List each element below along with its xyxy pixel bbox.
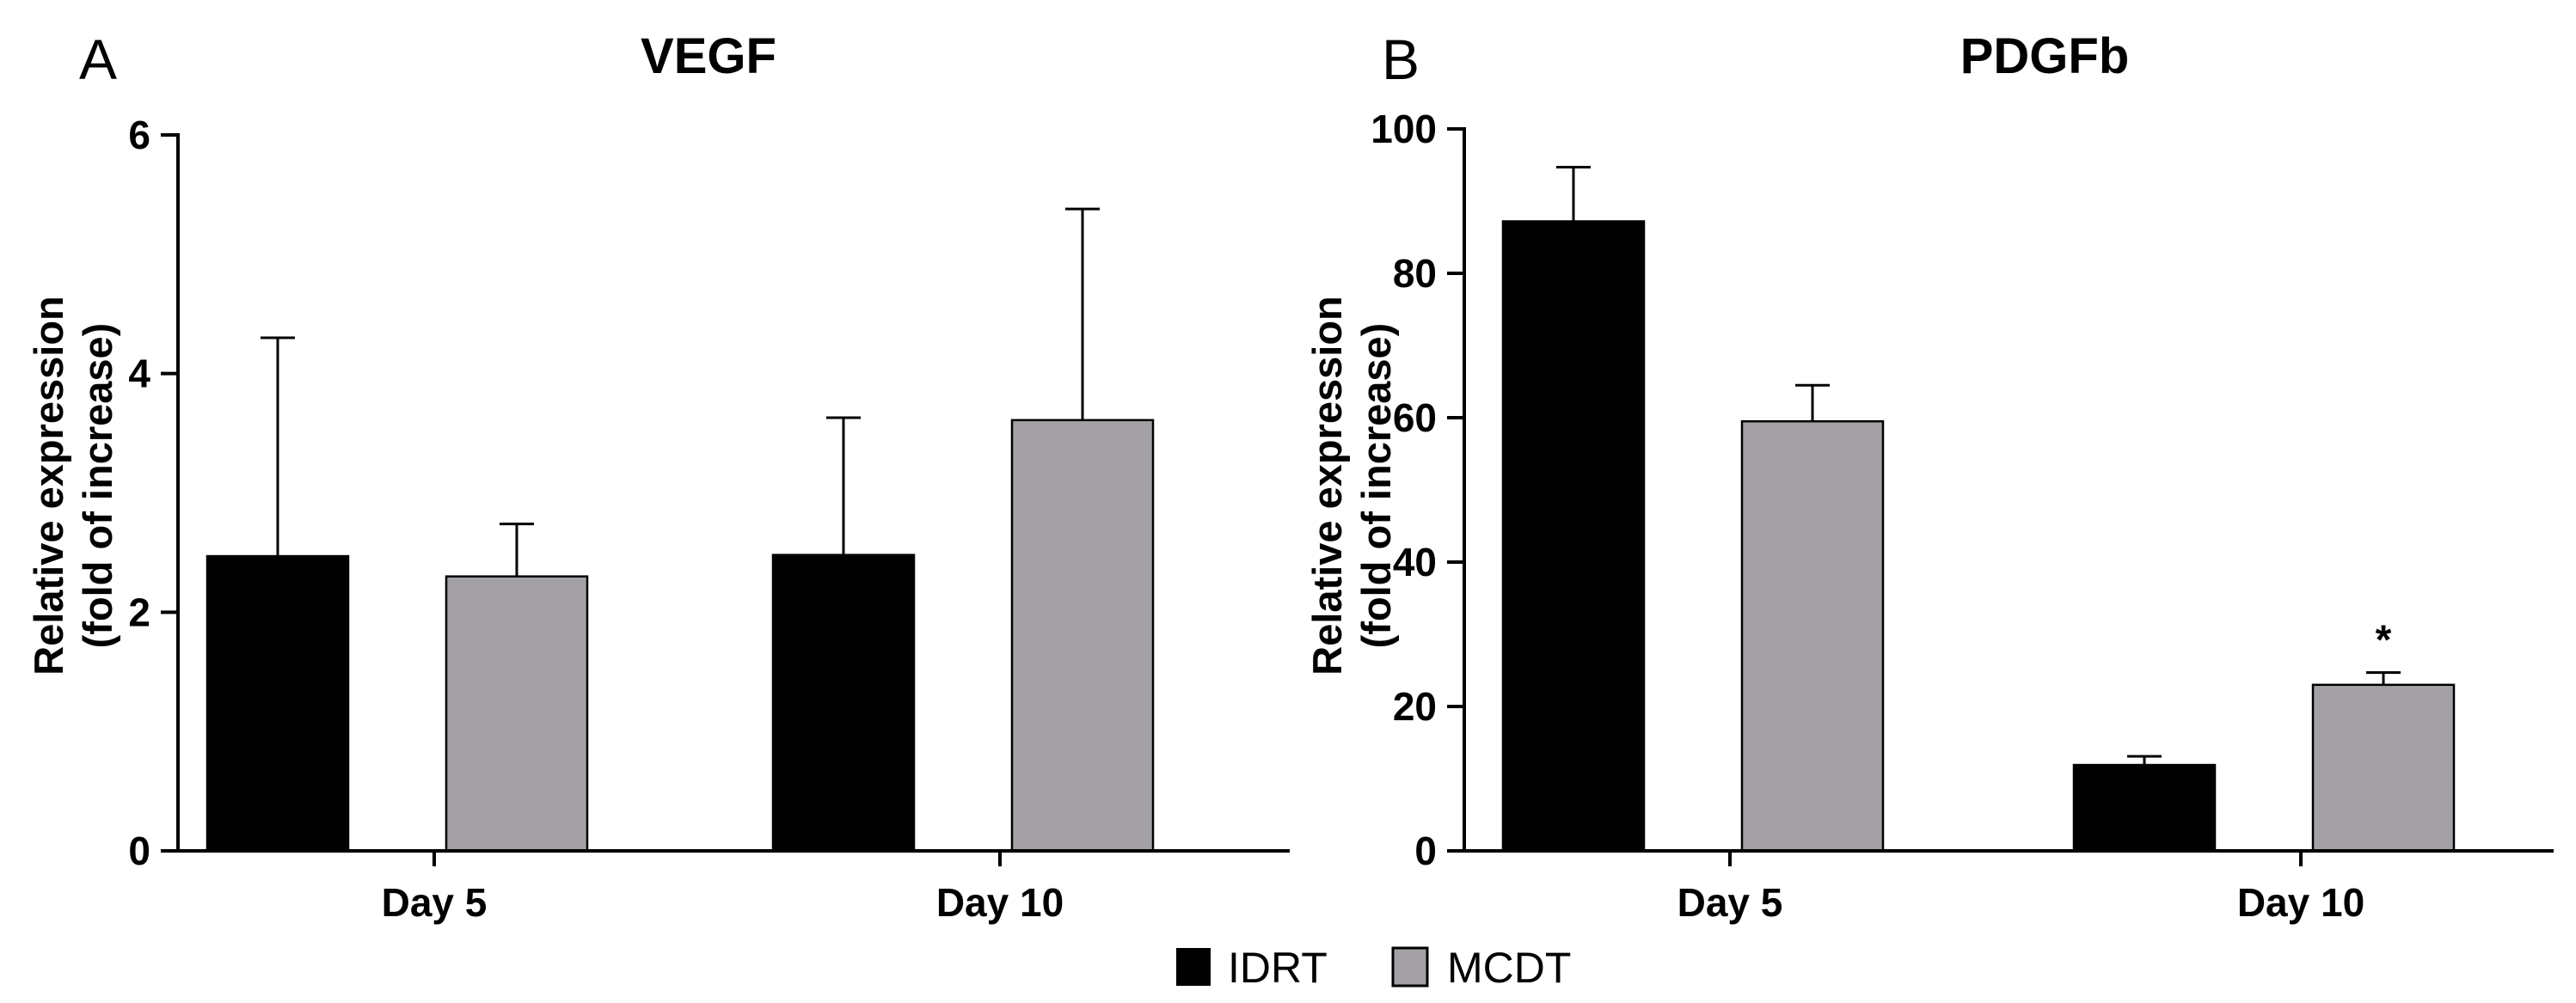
panel-b-ytick-label-0: 0: [1414, 829, 1437, 873]
panel-b-bar-idrt-1: [2072, 763, 2217, 853]
panel-a-ytick-label-1: 2: [128, 590, 150, 634]
panel-a-ylabel-line1: Relative expression: [26, 296, 71, 676]
panel-b-category-label-1: Day 10: [2237, 880, 2364, 925]
panel-a-category-label-0: Day 5: [382, 880, 488, 925]
legend-swatch-mcdt: [1391, 946, 1429, 988]
panel-a-ytick-label-0: 0: [128, 829, 150, 873]
panel-b-bar-mcdt-1: [2311, 683, 2456, 853]
panel-a-plot-area: Day 5 Day 10 0 2 4 6: [128, 113, 1290, 925]
panel-a-bar-idrt-0: [205, 554, 350, 853]
panel-b-letter: B: [1382, 28, 1420, 91]
panel-b-ytick-label-4: 80: [1393, 251, 1437, 296]
panel-b-pdgfb-chart: B PDGFb Relative expression (fold of inc…: [1304, 28, 2554, 925]
panel-a-ytick-label-3: 6: [128, 113, 150, 157]
panel-b-plot-area: Day 5 * Day 10 0 20 40 60 80 100: [1371, 107, 2554, 925]
panel-a-bar-mcdt-1: [1010, 419, 1155, 853]
panel-b-ylabel-line1: Relative expression: [1304, 296, 1350, 676]
panel-b-ytick-label-5: 100: [1371, 107, 1437, 151]
panel-a-bar-idrt-1: [771, 553, 916, 853]
panel-a-title: VEGF: [641, 28, 776, 84]
panel-a-category-label-1: Day 10: [936, 880, 1064, 925]
panel-a-ylabel-line2: (fold of increase): [75, 323, 120, 649]
legend-swatch-idrt: [1176, 948, 1211, 986]
panel-b-category-label-0: Day 5: [1677, 880, 1783, 925]
panel-b-ytick-label-1: 20: [1393, 684, 1437, 729]
legend-label-idrt: IDRT: [1228, 944, 1328, 992]
panel-b-significance-marker: *: [2376, 618, 2392, 664]
panel-a-vegf-chart: A VEGF Relative expression (fold of incr…: [26, 28, 1290, 925]
legend: IDRT MCDT: [1176, 944, 1571, 992]
panel-b-bar-mcdt-0: [1740, 419, 1885, 853]
panel-b-title: PDGFb: [1960, 28, 2130, 84]
panel-a-bar-mcdt-0: [445, 575, 589, 853]
panel-a-letter: A: [79, 28, 117, 91]
panel-b-ylabel-line2: (fold of increase): [1353, 323, 1399, 649]
panel-a-ytick-label-2: 4: [128, 352, 150, 396]
panel-b-ytick-label-3: 60: [1393, 395, 1437, 440]
panel-b-bar-idrt-0: [1501, 220, 1646, 853]
panel-b-ytick-label-2: 40: [1393, 540, 1437, 584]
legend-label-mcdt: MCDT: [1447, 944, 1571, 992]
